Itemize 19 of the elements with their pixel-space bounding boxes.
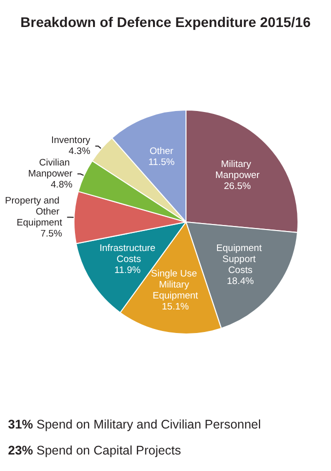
data-label: 7.5% [40, 228, 63, 240]
slice-label: Civilian Manpower [28, 157, 72, 180]
data-label: 15.1% [162, 302, 190, 313]
data-label: 18.4% [226, 276, 254, 288]
slice-label: Military Manpower [215, 158, 260, 181]
slice-label: Single Use Military Equipment [151, 268, 200, 302]
data-label: 11.5% [148, 157, 176, 168]
data-label: 4.8% [50, 179, 73, 190]
data-label: 26.5% [224, 180, 252, 192]
chart-title: Breakdown of Defence Expenditure 2015/16 [20, 14, 311, 30]
slice-label: Infrastructure Costs [100, 242, 156, 265]
slice-label: Equipment Support Costs [216, 243, 264, 276]
text: 31% Spend on Military and Civilian Personnel [8, 418, 261, 432]
slice-label: Inventory [51, 135, 91, 146]
data-label: 4.3% [68, 146, 91, 158]
slice-label: Property and Other Equipment [5, 195, 62, 228]
slice-label: Other [150, 146, 174, 158]
text: 23% Spend on Capital Projects [8, 444, 182, 458]
data-label: 11.9% [114, 264, 142, 276]
